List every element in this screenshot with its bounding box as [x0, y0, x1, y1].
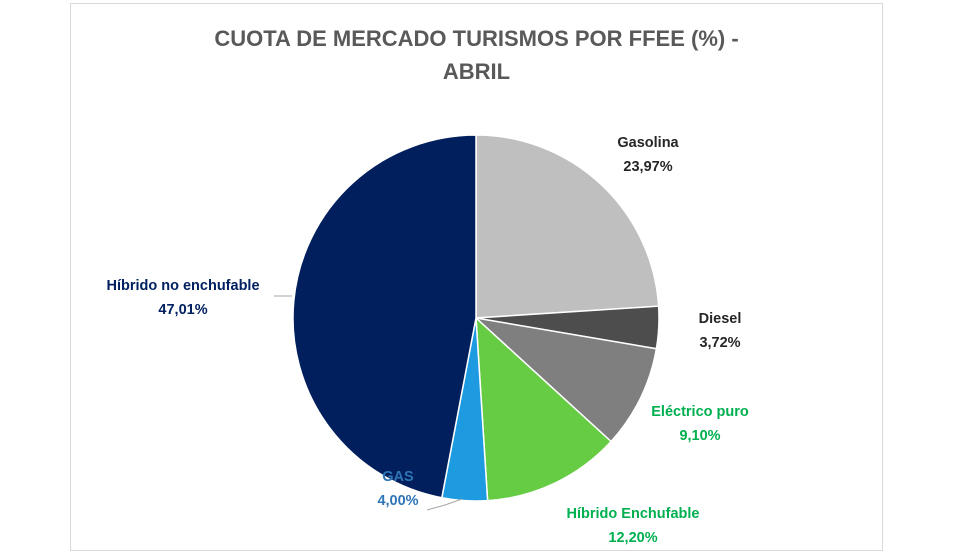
data-label-value: 23,97% [623, 159, 672, 175]
data-label-category: Gasolina [617, 135, 679, 151]
data-label: Híbrido Enchufable 12,20% [567, 506, 700, 546]
data-label-category: Híbrido Enchufable [567, 506, 700, 522]
data-label-value: 12,20% [608, 530, 657, 546]
pie-slice-híbrido-enchufable [475, 316, 613, 502]
chart-title-line2: ABRIL [442, 59, 511, 84]
data-label-value: 47,01% [158, 302, 207, 318]
data-label-value: 4,00% [377, 493, 418, 509]
data-label: Gasolina 23,97% [617, 135, 679, 175]
data-label-value: 3,72% [699, 335, 740, 351]
data-label: Híbrido no enchufable 47,01% [106, 278, 259, 318]
data-label-value: 9,10% [679, 428, 720, 444]
data-label: GAS 4,00% [377, 469, 418, 509]
data-label-category: GAS [382, 469, 414, 485]
data-label-category: Eléctrico puro [651, 404, 749, 420]
data-label: Diesel 3,72% [699, 311, 742, 351]
data-label-category: Diesel [699, 311, 742, 327]
data-label: Eléctrico puro 9,10% [651, 404, 749, 444]
pie-slice-eléctrico-puro [473, 316, 658, 443]
data-label-category: Híbrido no enchufable [106, 278, 259, 294]
chart-title-line1: CUOTA DE MERCADO TURISMOS POR FFEE (%) - [214, 26, 739, 51]
pie-slice-gasolina [475, 134, 660, 319]
leader-line [426, 498, 463, 511]
pie-slice-híbrido-no-enchufable [292, 134, 477, 499]
chart-title: CUOTA DE MERCADO TURISMOS POR FFEE (%) -… [71, 22, 882, 88]
